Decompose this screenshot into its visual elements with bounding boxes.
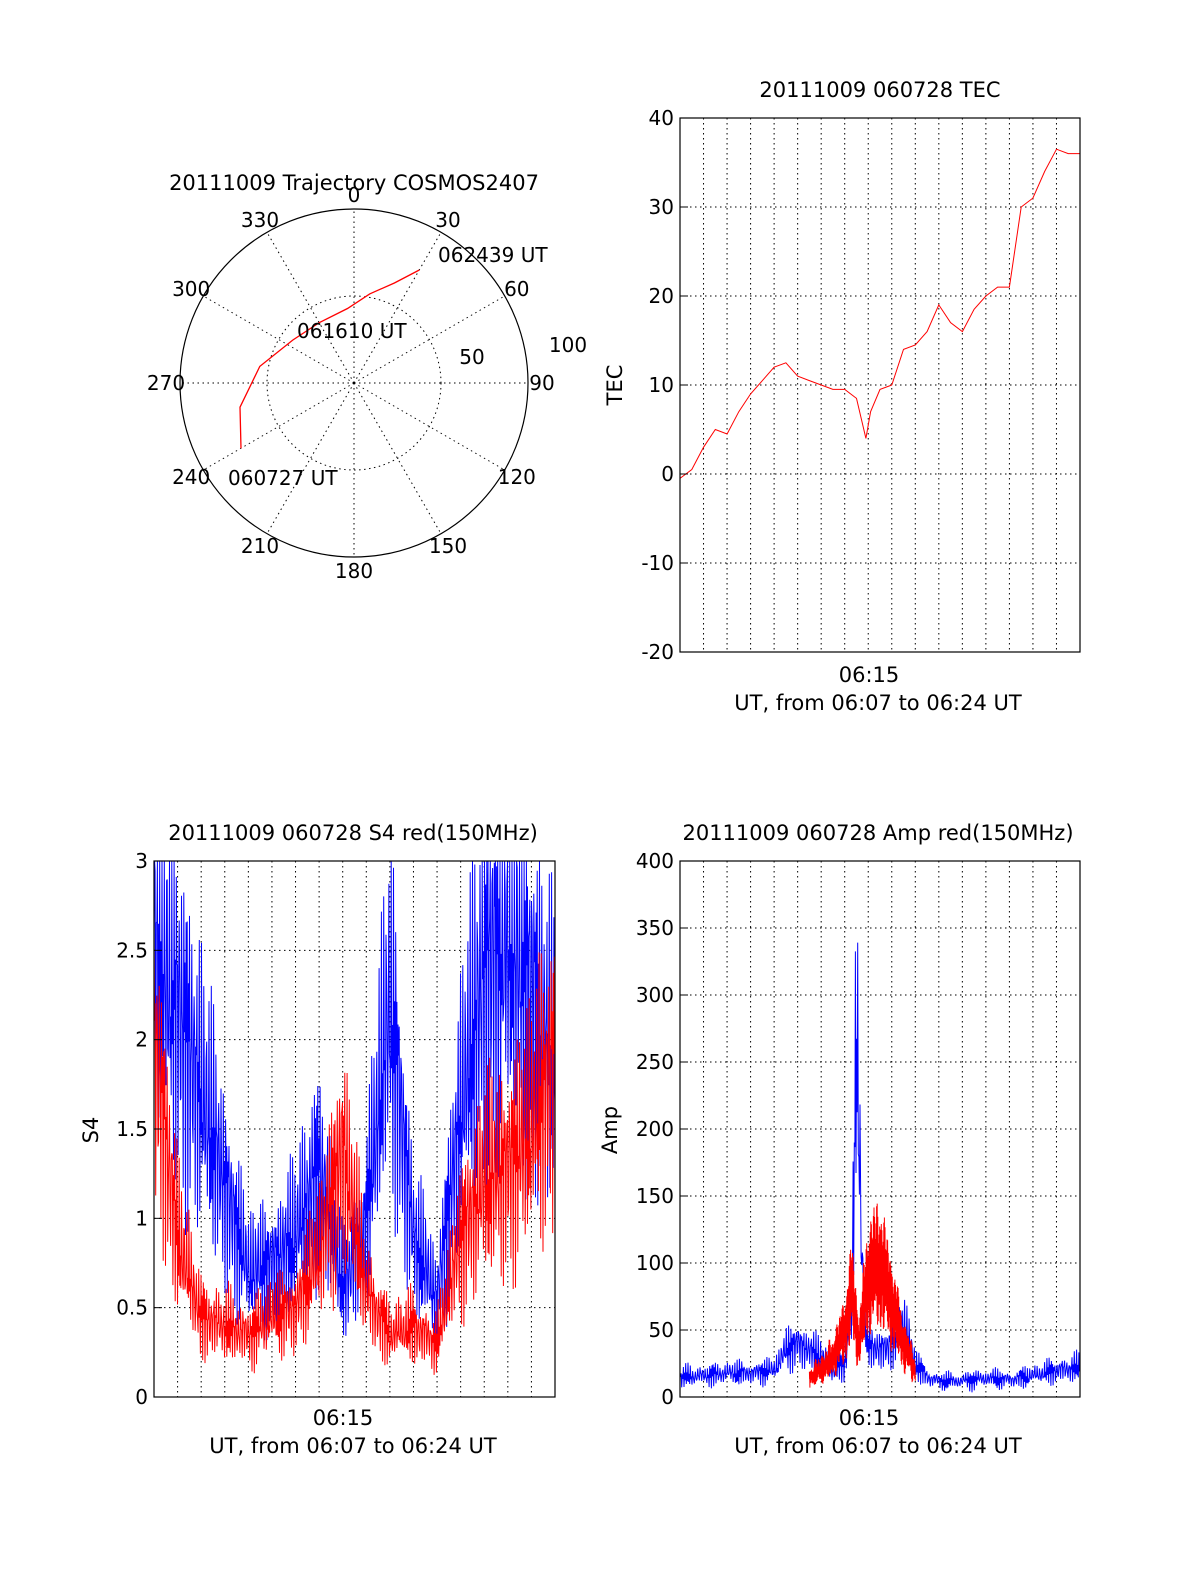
polar-panel: 20111009 Trajectory COSMOS2407 0 30 60 90 12… xyxy=(147,171,587,583)
amp-ytick-label: 50 xyxy=(649,1318,674,1342)
amp-series xyxy=(679,942,1081,1393)
tec-ytick-label: -10 xyxy=(641,551,674,575)
tec-ytick-label: 40 xyxy=(649,106,674,130)
s4-y-axis-label: S4 xyxy=(79,1117,103,1144)
polar-azimuth-label: 0 xyxy=(348,183,361,207)
amp-ytick-label: 300 xyxy=(636,983,674,1007)
tec-series xyxy=(679,148,1080,479)
polar-spoke-210 xyxy=(266,382,355,534)
amp-ytick-label: 200 xyxy=(636,1117,674,1141)
polar-spoke-330 xyxy=(266,232,355,384)
amp-series-line xyxy=(808,1203,916,1388)
s4-panel: 20111009 060728 S4 red(150MHz) 0 0.5 1 1.5 2… xyxy=(79,821,556,1458)
s4-x-tick-label: 06:15 xyxy=(313,1406,374,1430)
polar-outer-ring xyxy=(179,208,529,558)
s4-ytick-label: 2.5 xyxy=(116,938,148,962)
amp-ytick-label: 150 xyxy=(636,1184,674,1208)
polar-annotation-start: 060727 UT xyxy=(228,466,338,490)
s4-y-ticks: 0 0.5 1 1.5 2 2.5 3 xyxy=(116,849,162,1409)
amp-panel: 20111009 060728 Amp red(150MHz) 0 50 100 15… xyxy=(598,821,1081,1458)
polar-azimuth-label: 330 xyxy=(241,208,279,232)
polar-ring-50 xyxy=(266,295,442,471)
polar-azimuth-label: 150 xyxy=(429,534,467,558)
tec-x-axis-label: UT, from 06:07 to 06:24 UT xyxy=(734,691,1022,715)
tec-ytick-label: 10 xyxy=(649,373,674,397)
polar-azimuth-label: 120 xyxy=(498,465,536,489)
amp-y-ticks: 0 50 100 150 200 250 300 350 400 xyxy=(636,849,688,1409)
polar-radial-label-100: 100 xyxy=(549,333,587,357)
polar-annotation-end: 062439 UT xyxy=(438,243,548,267)
s4-title: 20111009 060728 S4 red(150MHz) xyxy=(168,821,538,845)
amp-x-axis-label: UT, from 06:07 to 06:24 UT xyxy=(734,1434,1022,1458)
polar-spoke-60 xyxy=(353,295,505,384)
s4-ytick-label: 0.5 xyxy=(116,1296,148,1320)
s4-ytick-label: 2 xyxy=(135,1028,148,1052)
tec-ytick-label: -20 xyxy=(641,640,674,664)
polar-azimuth-label: 30 xyxy=(435,208,460,232)
s4-ytick-label: 1 xyxy=(135,1206,148,1230)
tec-ytick-label: 20 xyxy=(649,284,674,308)
polar-azimuth-label: 60 xyxy=(504,277,529,301)
polar-azimuth-label: 90 xyxy=(529,371,554,395)
tec-y-axis-label: TEC xyxy=(603,365,627,407)
s4-series-line xyxy=(153,937,556,1375)
amp-title: 20111009 060728 Amp red(150MHz) xyxy=(682,821,1073,845)
tec-ytick-label: 0 xyxy=(661,462,674,486)
polar-spoke-30 xyxy=(353,232,442,384)
polar-trajectory-line xyxy=(239,269,420,449)
tec-y-ticks: -20 -10 0 10 20 30 40 xyxy=(641,106,688,664)
s4-ytick-label: 1.5 xyxy=(116,1117,148,1141)
s4-ytick-label: 0 xyxy=(135,1385,148,1409)
tec-series-line xyxy=(679,148,1080,479)
polar-azimuth-label: 270 xyxy=(147,371,185,395)
polar-azimuth-labels: 0 30 60 90 120 150 180 210 240 270 300 330 xyxy=(147,183,555,583)
amp-ytick-label: 250 xyxy=(636,1050,674,1074)
polar-spoke-300 xyxy=(203,295,355,384)
polar-azimuth-label: 300 xyxy=(172,277,210,301)
s4-ytick-label: 3 xyxy=(135,849,148,873)
amp-x-tick-label: 06:15 xyxy=(839,1406,900,1430)
tec-ytick-label: 30 xyxy=(649,195,674,219)
amp-ytick-label: 0 xyxy=(661,1385,674,1409)
polar-azimuth-label: 240 xyxy=(172,465,210,489)
tec-x-tick-label: 06:15 xyxy=(839,663,900,687)
s4-series-line xyxy=(153,860,556,1341)
polar-annotation-mid: 061610 UT xyxy=(297,319,407,343)
polar-title: 20111009 Trajectory COSMOS2407 xyxy=(169,171,539,195)
polar-radial-label-50: 50 xyxy=(459,345,484,369)
amp-ytick-label: 350 xyxy=(636,916,674,940)
polar-spoke-240 xyxy=(203,382,355,471)
polar-azimuth-label: 180 xyxy=(335,559,373,583)
polar-spoke-150 xyxy=(353,382,442,534)
polar-azimuth-label: 210 xyxy=(241,534,279,558)
tec-title: 20111009 060728 TEC xyxy=(759,78,1000,102)
s4-series xyxy=(153,860,556,1375)
amp-y-axis-label: Amp xyxy=(598,1106,622,1154)
amp-series-line xyxy=(679,942,1081,1393)
s4-x-axis-label: UT, from 06:07 to 06:24 UT xyxy=(209,1434,497,1458)
amp-ytick-label: 400 xyxy=(636,849,674,873)
polar-grid xyxy=(180,209,528,557)
tec-grid xyxy=(680,118,1080,652)
polar-spoke-120 xyxy=(353,382,505,471)
amp-ytick-label: 100 xyxy=(636,1251,674,1275)
